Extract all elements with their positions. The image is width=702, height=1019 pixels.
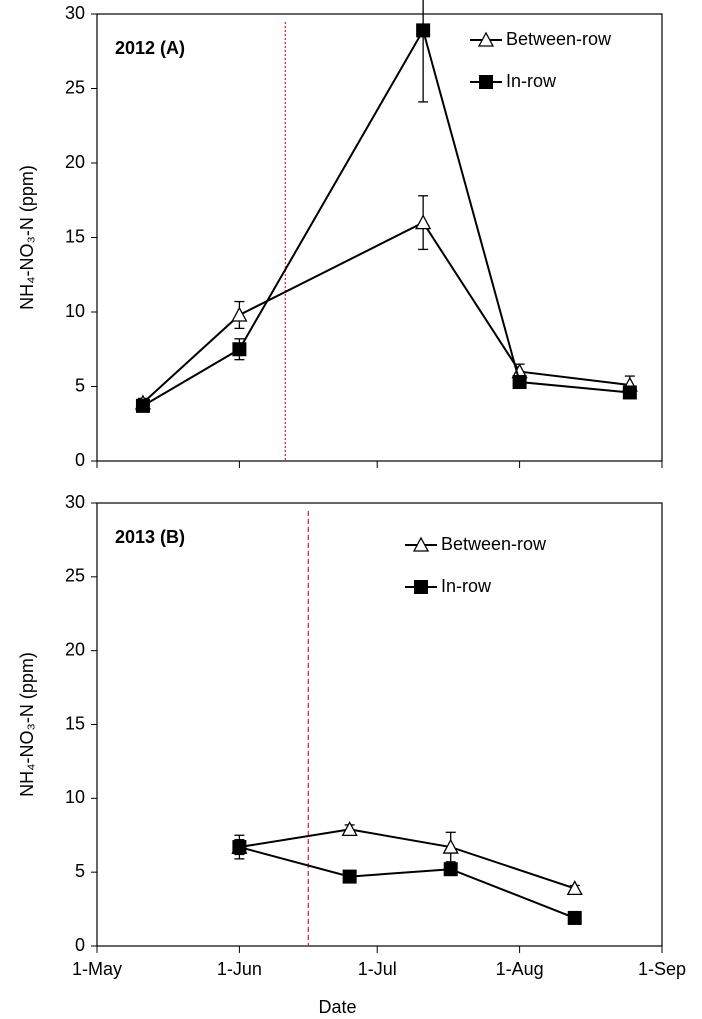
plot-frame xyxy=(96,502,663,947)
x-tick-label: 1-Jun xyxy=(217,959,262,979)
x-tick-label: 1-May xyxy=(72,959,122,979)
marker xyxy=(231,306,248,322)
marker xyxy=(232,840,247,855)
marker xyxy=(341,820,358,836)
legend-label: In-row xyxy=(441,576,492,596)
legend-label: In-row xyxy=(506,71,557,91)
marker xyxy=(566,880,583,896)
marker xyxy=(342,869,357,884)
legend-marker xyxy=(414,580,428,594)
marker xyxy=(567,910,582,925)
series-line xyxy=(239,828,576,890)
y-tick-label: 5 xyxy=(75,861,85,881)
marker xyxy=(443,862,458,877)
plot-frame xyxy=(96,13,663,462)
x-axis-label: Date xyxy=(318,997,356,1017)
y-tick-label: 10 xyxy=(65,301,85,321)
marker xyxy=(442,838,459,854)
y-tick-label: 0 xyxy=(75,450,85,470)
y-axis-label: NH₄-NO₃-N (ppm) xyxy=(17,165,37,310)
marker xyxy=(622,385,637,400)
y-axis-label: NH₄-NO₃-N (ppm) xyxy=(17,652,37,797)
panel-annotation: 2013 (B) xyxy=(115,527,185,547)
series-line xyxy=(239,846,576,919)
y-tick-label: 10 xyxy=(65,787,85,807)
y-tick-label: 15 xyxy=(65,226,85,246)
x-tick-label: 1-Aug xyxy=(496,959,544,979)
marker xyxy=(135,398,150,413)
marker xyxy=(232,342,247,357)
legend-label: Between-row xyxy=(506,29,612,49)
series-line xyxy=(142,27,630,407)
y-tick-label: 30 xyxy=(65,3,85,23)
y-tick-label: 20 xyxy=(65,152,85,172)
series-line xyxy=(142,221,630,404)
legend-marker xyxy=(412,536,430,552)
y-tick-label: 15 xyxy=(65,713,85,733)
legend-marker xyxy=(479,75,493,89)
error-bar xyxy=(418,0,429,103)
y-tick-label: 20 xyxy=(65,639,85,659)
marker xyxy=(415,214,432,230)
y-tick-label: 5 xyxy=(75,375,85,395)
panel-annotation: 2012 (A) xyxy=(115,38,185,58)
legend-marker xyxy=(477,31,495,47)
y-tick-label: 0 xyxy=(75,935,85,955)
y-tick-label: 25 xyxy=(65,566,85,586)
marker xyxy=(416,23,431,38)
y-tick-label: 25 xyxy=(65,77,85,97)
x-tick-label: 1-Jul xyxy=(358,959,397,979)
x-tick-label: 1-Sep xyxy=(638,959,686,979)
y-tick-label: 30 xyxy=(65,492,85,512)
marker xyxy=(512,375,527,390)
legend-label: Between-row xyxy=(441,534,547,554)
